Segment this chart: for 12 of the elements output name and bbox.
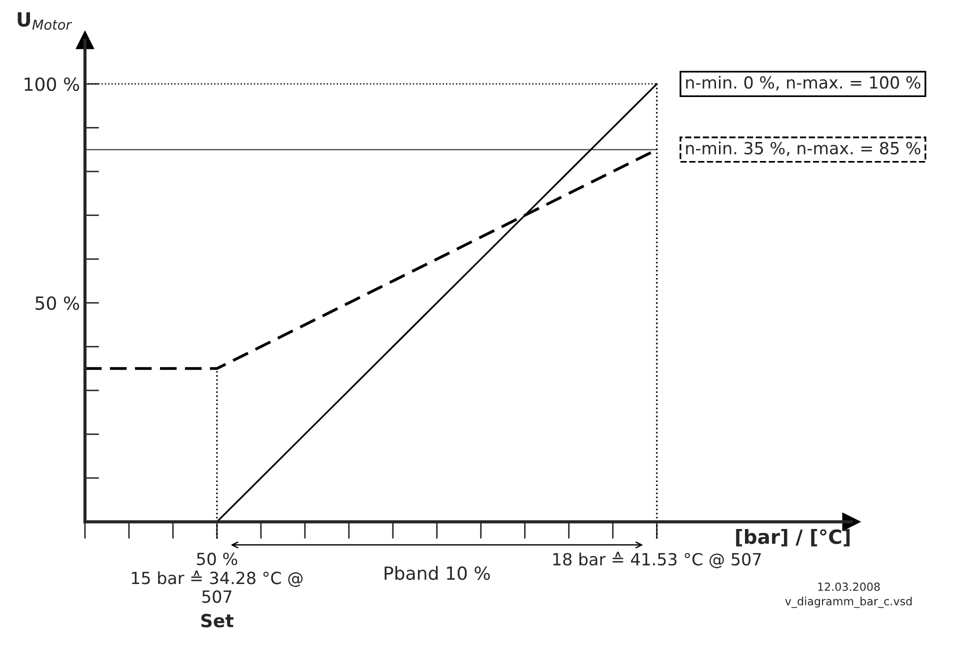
series-label: n-min. 0 %, n-max. = 100 % [686,76,920,90]
y-tick-label: 100 % [24,77,80,92]
series-label: n-min. 35 %, n-max. = 85 % [686,142,920,156]
y-tick-label: 50 % [36,296,80,310]
x-tick-label: 50 % 15 bar ≙ 34.28 °C @ 507 [132,552,303,603]
x-tick-label: 18 bar ≙ 41.53 °C @ 507 [553,552,761,568]
text: v_diagramm_bar_c.vsd [785,596,912,608]
text: Pband 10 % [384,566,490,580]
text: 12.03.2008 [818,582,880,591]
y-axis-title: U$_{Motor}$ [18,12,72,30]
text: Set [201,614,234,628]
x-axis-title: [bar] / [°C] [736,529,850,546]
